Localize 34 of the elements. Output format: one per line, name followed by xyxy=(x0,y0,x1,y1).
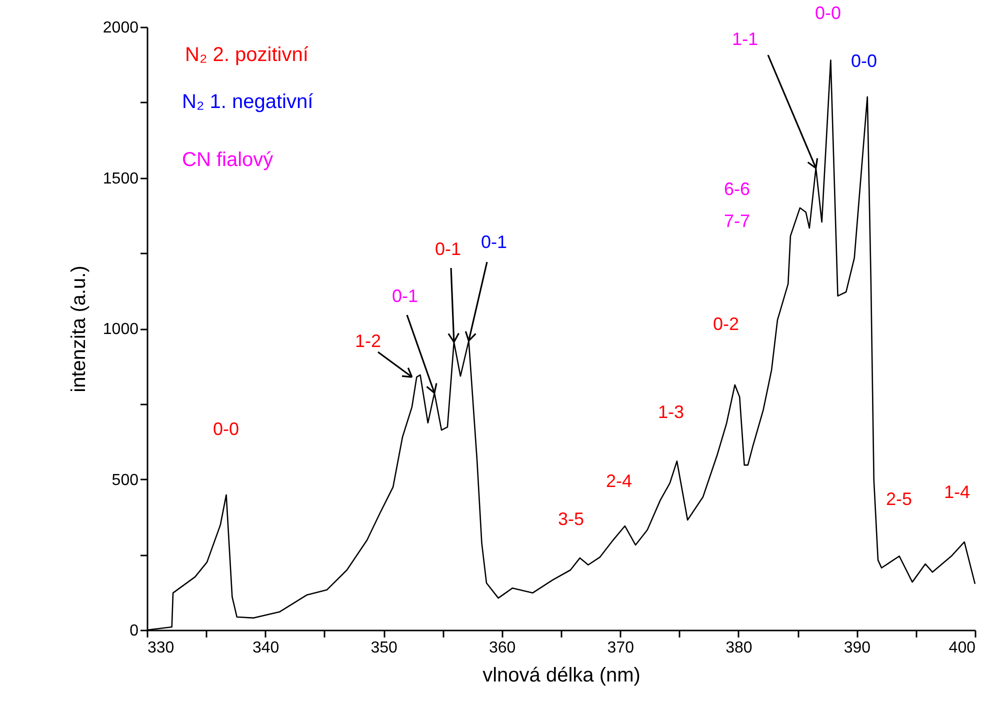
x-tick-label: 350 xyxy=(370,640,398,656)
x-tick-label: 400 xyxy=(948,640,976,656)
annotation: 3-5 xyxy=(558,509,584,529)
annotation: 0-1 xyxy=(480,232,508,252)
annotation: 0-0 xyxy=(850,51,878,71)
text: 0-0 xyxy=(814,3,842,23)
y-axis-title: intenzita (a.u.) xyxy=(68,266,90,392)
annotation: 2-5 xyxy=(886,489,912,509)
annotation: N₂ 2. pozitivní xyxy=(185,44,309,66)
y-tick-label: 500 xyxy=(112,472,139,489)
annotation: 1-1 xyxy=(732,29,758,49)
x-tick-label: 370 xyxy=(607,640,634,656)
x-tick-label: 390 xyxy=(844,640,871,656)
annotation: 0-0 xyxy=(212,419,240,439)
x-tick-label: 380 xyxy=(726,640,752,656)
x-tick-label: 360 xyxy=(489,640,516,656)
annotation: 1-2 xyxy=(354,331,382,351)
annotation: CN fialový xyxy=(182,149,274,171)
annotation: 1-4 xyxy=(944,482,970,502)
y-tick-label: 1000 xyxy=(102,321,139,338)
annotation: 0-1 xyxy=(392,286,418,306)
annotation: 2-4 xyxy=(606,471,632,491)
annotation: 6-6 xyxy=(724,179,750,199)
x-axis-title: vlnová délka (nm) xyxy=(482,664,640,686)
y-tick-label: 0 xyxy=(130,622,139,640)
annotation: 1-3 xyxy=(658,402,684,422)
annotation: 0-1 xyxy=(434,239,462,259)
x-tick-label: 330 xyxy=(148,640,174,656)
y-tick-label: 2000 xyxy=(102,20,139,36)
y-tick-label: 1500 xyxy=(102,170,139,188)
annotation: N₂ 1. negativní xyxy=(182,91,314,113)
x-tick-label: 340 xyxy=(252,640,280,656)
annotation: 7-7 xyxy=(724,211,750,231)
annotation: 0-2 xyxy=(712,314,740,334)
